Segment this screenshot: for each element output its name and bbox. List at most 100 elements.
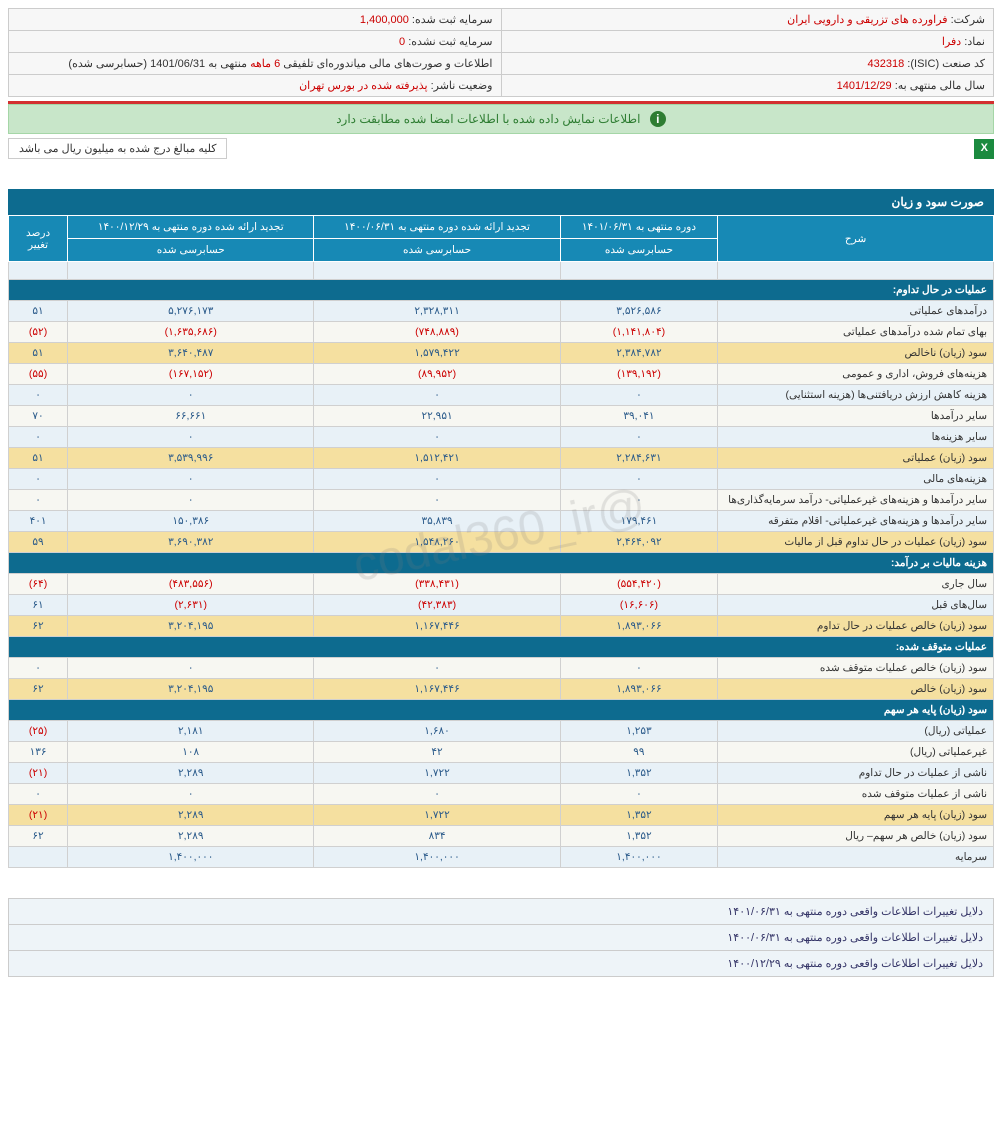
status-label: وضعیت ناشر: (431, 80, 493, 92)
capital-reg-value: 1,400,000 (360, 14, 409, 26)
row-value: ۱,۵۴۸,۲۶۰ (314, 532, 560, 553)
row-value: ۱,۳۵۲ (560, 763, 718, 784)
row-value: ۵۱ (9, 343, 68, 364)
row-value: ۶۶,۶۶۱ (68, 406, 314, 427)
row-value: (۱,۶۳۵,۶۸۶) (68, 322, 314, 343)
reason-row[interactable]: دلایل تغییرات اطلاعات واقعی دوره منتهی ب… (9, 951, 994, 977)
row-label: سایر هزینه‌ها (718, 427, 994, 448)
row-value: ۱,۴۰۰,۰۰۰ (560, 847, 718, 868)
row-value: ۴۲ (314, 742, 560, 763)
row-value: ۳,۵۲۶,۵۸۶ (560, 301, 718, 322)
row-label: درآمدهای عملیاتی (718, 301, 994, 322)
row-label: هزینه کاهش ارزش دریافتنی‌ها (هزینه استثن… (718, 385, 994, 406)
row-value: (۳۳۸,۴۳۱) (314, 574, 560, 595)
table-subheader: سود (زیان) پایه هر سهم (9, 700, 994, 721)
row-label: سود (زیان) پایه هر سهم (718, 805, 994, 826)
row-value: ۰ (560, 658, 718, 679)
row-value: ۶۱ (9, 595, 68, 616)
row-value: ۰ (314, 385, 560, 406)
row-value: ۱۷۹,۴۶۱ (560, 511, 718, 532)
row-label: سرمایه (718, 847, 994, 868)
table-row: سایر درآمدها و هزینه‌های غیرعملیاتی- اقل… (9, 511, 994, 532)
reason-row[interactable]: دلایل تغییرات اطلاعات واقعی دوره منتهی ب… (9, 899, 994, 925)
symbol-value[interactable]: دفرا (942, 36, 961, 48)
row-value: ۳۹,۰۴۱ (560, 406, 718, 427)
row-value (9, 847, 68, 868)
table-row: عملیاتی (ریال)۱,۲۵۳۱,۶۸۰۲,۱۸۱(۲۵) (9, 721, 994, 742)
col-period-1: دوره منتهی به ۱۴۰۱/۰۶/۳۱ (560, 216, 718, 239)
row-value: ۶۲ (9, 826, 68, 847)
table-row: سود (زیان) خالص عملیات در حال تداوم۱,۸۹۳… (9, 616, 994, 637)
table-row: سود (زیان) خالص عملیات متوقف شده۰۰۰۰ (9, 658, 994, 679)
table-row: سود (زیان) عملیات در حال تداوم قبل از ما… (9, 532, 994, 553)
table-row: سایر هزینه‌ها۰۰۰۰ (9, 427, 994, 448)
row-value: ۱,۸۹۳,۰۶۶ (560, 616, 718, 637)
row-value: ۲,۴۶۴,۰۹۲ (560, 532, 718, 553)
row-value: ۰ (68, 427, 314, 448)
row-value: ۰ (68, 469, 314, 490)
row-value: ۰ (314, 784, 560, 805)
status-value: پذیرفته شده در بورس تهران (299, 80, 427, 92)
table-subheader: عملیات متوقف شده: (9, 637, 994, 658)
row-value: ۶۲ (9, 616, 68, 637)
row-label: سود (زیان) ناخالص (718, 343, 994, 364)
row-value: ۰ (560, 490, 718, 511)
reason-row[interactable]: دلایل تغییرات اطلاعات واقعی دوره منتهی ب… (9, 925, 994, 951)
row-label: سود (زیان) خالص عملیات متوقف شده (718, 658, 994, 679)
company-label: شرکت: (951, 14, 985, 26)
col-period-2: تجدید ارائه شده دوره منتهی به ۱۴۰۰/۰۶/۳۱ (314, 216, 560, 239)
row-value: ۲,۲۸۴,۶۳۱ (560, 448, 718, 469)
row-value: ۳۵,۸۳۹ (314, 511, 560, 532)
row-label: هزینه‌های مالی (718, 469, 994, 490)
row-value: (۶۴) (9, 574, 68, 595)
banner-text: اطلاعات نمایش داده شده با اطلاعات امضا ش… (336, 112, 640, 126)
fy-value: 1401/12/29 (837, 80, 892, 92)
row-label: عملیاتی (ریال) (718, 721, 994, 742)
isic-label: کد صنعت (ISIC): (907, 58, 985, 70)
row-value: ۰ (314, 490, 560, 511)
row-value: ۱,۲۵۳ (560, 721, 718, 742)
table-row: سایر درآمدها و هزینه‌های غیرعملیاتی- درآ… (9, 490, 994, 511)
col-audited-3: حسابرسی شده (68, 239, 314, 262)
row-value: (۷۴۸,۸۸۹) (314, 322, 560, 343)
row-label: سایر درآمدها و هزینه‌های غیرعملیاتی- اقل… (718, 511, 994, 532)
row-value: ۵۱ (9, 448, 68, 469)
row-value: ۱,۳۵۲ (560, 805, 718, 826)
row-value: ۸۳۴ (314, 826, 560, 847)
row-value: ۴۰۱ (9, 511, 68, 532)
symbol-label: نماد: (964, 36, 985, 48)
row-value: ۵۱ (9, 301, 68, 322)
row-value: ۱,۵۷۹,۴۲۲ (314, 343, 560, 364)
info-icon: i (650, 111, 666, 127)
table-row: سرمایه۱,۴۰۰,۰۰۰۱,۴۰۰,۰۰۰۱,۴۰۰,۰۰۰ (9, 847, 994, 868)
row-value: ۱,۷۲۲ (314, 805, 560, 826)
table-row: ناشی از عملیات متوقف شده۰۰۰۰ (9, 784, 994, 805)
row-value: (۱۶۷,۱۵۲) (68, 364, 314, 385)
excel-icon[interactable] (974, 139, 994, 159)
row-value: ۳,۲۰۴,۱۹۵ (68, 616, 314, 637)
row-value: ۰ (9, 385, 68, 406)
row-value: (۲,۶۳۱) (68, 595, 314, 616)
row-value: ۰ (314, 469, 560, 490)
table-row: سود (زیان) پایه هر سهم۱,۳۵۲۱,۷۲۲۲,۲۸۹(۲۱… (9, 805, 994, 826)
isic-value: 432318 (868, 58, 905, 70)
company-value[interactable]: فراورده های تزریقی و دارویی ایران (787, 14, 947, 26)
capital-unreg-label: سرمایه ثبت نشده: (408, 36, 492, 48)
row-value: ۳,۶۹۰,۳۸۲ (68, 532, 314, 553)
row-value: (۸۹,۹۵۲) (314, 364, 560, 385)
col-period-3: تجدید ارائه شده دوره منتهی به ۱۴۰۰/۱۲/۲۹ (68, 216, 314, 239)
row-value: (۴۸۳,۵۵۶) (68, 574, 314, 595)
col-pct: درصد تغییر (9, 216, 68, 262)
table-row: هزینه کاهش ارزش دریافتنی‌ها (هزینه استثن… (9, 385, 994, 406)
table-row: سال‌های قبل(۱۶,۶۰۶)(۴۲,۳۸۳)(۲,۶۳۱)۶۱ (9, 595, 994, 616)
col-audited-2: حسابرسی شده (314, 239, 560, 262)
row-label: سایر درآمدها (718, 406, 994, 427)
fy-label: سال مالی منتهی به: (895, 80, 985, 92)
row-value: ۲۲,۹۵۱ (314, 406, 560, 427)
row-value: ۱۰۸ (68, 742, 314, 763)
table-row: غیرعملیاتی (ریال)۹۹۴۲۱۰۸۱۳۶ (9, 742, 994, 763)
row-value: ۱,۸۹۳,۰۶۶ (560, 679, 718, 700)
row-value: ۰ (314, 427, 560, 448)
row-value: (۱۳۹,۱۹۲) (560, 364, 718, 385)
row-value: ۵,۲۷۶,۱۷۳ (68, 301, 314, 322)
